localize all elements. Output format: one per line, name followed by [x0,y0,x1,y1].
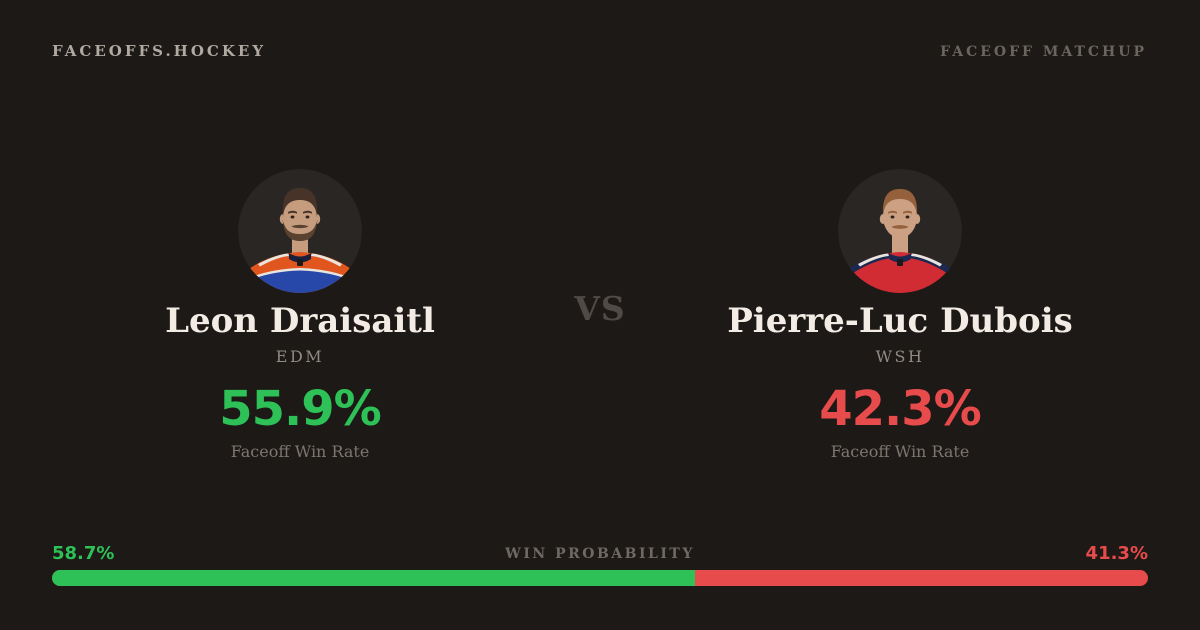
player-avatar-right [838,169,962,293]
collar [889,253,911,263]
faceoff-win-rate-label: Faceoff Win Rate [230,441,370,461]
collar [289,253,311,263]
player-name: Pierre-Luc Dubois [727,301,1073,341]
player-card-left: Leon Draisaitl EDM 55.9% Faceoff Win Rat… [80,169,520,461]
win-probability-left-value: 58.7% [52,543,115,564]
vs-column: VS [520,169,680,461]
win-probability-labels: 58.7% WIN PROBABILITY 41.3% [52,543,1148,565]
site-logo: FACEOFFS.HOCKEY [52,42,267,60]
faceoff-win-rate-value: 42.3% [819,380,982,437]
player-team: EDM [275,346,325,366]
win-probability-fill-left [52,570,696,586]
player-card-right: Pierre-Luc Dubois WSH 42.3% Faceoff Win … [680,169,1120,461]
page-label: FACEOFF MATCHUP [940,44,1147,60]
player-avatar-left [238,169,362,293]
win-probability-title: WIN PROBABILITY [505,546,695,562]
faceoff-win-rate-value: 55.9% [219,380,382,437]
player-name: Leon Draisaitl [165,301,435,341]
matchup-section: Leon Draisaitl EDM 55.9% Faceoff Win Rat… [80,169,1120,461]
header: FACEOFFS.HOCKEY FACEOFF MATCHUP [52,42,1147,60]
win-probability-right-value: 41.3% [1085,543,1148,564]
faceoff-win-rate-label: Faceoff Win Rate [830,441,970,461]
player-team: WSH [875,346,925,366]
win-probability-bar [52,570,1148,586]
vs-label: VS [574,289,626,328]
